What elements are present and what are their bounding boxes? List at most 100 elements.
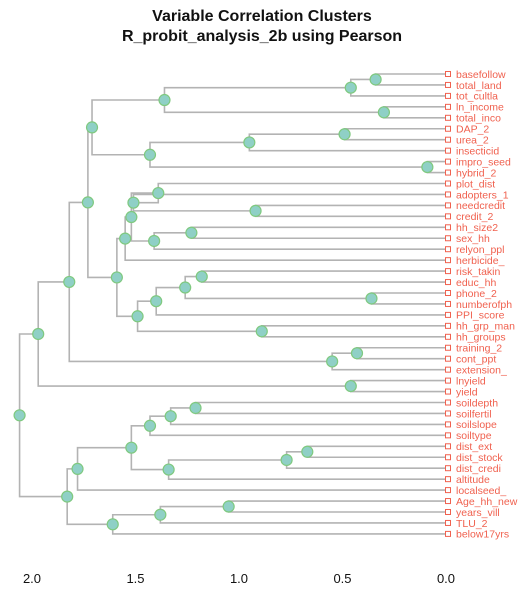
leaf-marker [445, 147, 451, 154]
leaf-marker [445, 388, 451, 395]
leaf-marker [445, 268, 451, 275]
node-m14 [148, 234, 161, 248]
node-m04 [158, 93, 171, 107]
x-tick-label: 1.0 [230, 571, 248, 586]
leaf-marker [445, 454, 451, 461]
leaf-label: localseed_ [456, 485, 506, 497]
leaf-label: hh_grp_man [456, 321, 515, 333]
leaf-label: dist_stock [456, 452, 503, 464]
leaf-label: soildepth [456, 397, 498, 409]
leaf-label: hybrid_2 [456, 167, 496, 179]
branch-m12 [133, 182, 446, 204]
leaf-label: credit_2 [456, 211, 494, 223]
leaf-marker [445, 333, 451, 340]
leaf-marker [445, 180, 451, 187]
leaf-label: Age_hh_new [456, 496, 518, 508]
leaf-label: tot_cultla [456, 91, 498, 103]
node-m35 [162, 463, 175, 476]
leaf-label: risk_takin [456, 266, 501, 278]
leaf-marker [445, 81, 451, 88]
leaf-marker [445, 257, 451, 264]
leaf-marker [445, 202, 451, 209]
node-m24 [81, 196, 94, 209]
node-m36 [125, 441, 138, 454]
branch-lines [18, 73, 446, 535]
node-m31 [164, 410, 177, 423]
branch-m19 [184, 275, 372, 300]
leaf-marker [445, 487, 451, 494]
leaf-label: lnyield [456, 375, 486, 387]
leaf-marker [445, 158, 451, 165]
leaf-marker [445, 103, 451, 110]
branch-m42 [18, 333, 68, 498]
leaf-marker [445, 432, 451, 439]
leaf-marker [445, 377, 451, 384]
leaf-labels: basefollowtotal_landtot_cultlaln_incomet… [445, 69, 518, 541]
branch-m21 [260, 325, 446, 338]
leaf-label: total_inco [456, 113, 501, 125]
branch-m10 [254, 204, 446, 218]
node-m09 [85, 121, 99, 134]
leaf-label: urea_2 [456, 135, 489, 147]
branch-m13 [190, 226, 446, 240]
node-m11 [127, 196, 140, 209]
node-m32 [143, 419, 157, 432]
branch-m28 [349, 379, 446, 393]
leaf-marker [445, 290, 451, 296]
branch-m18 [370, 292, 446, 305]
leaf-marker [445, 125, 451, 132]
leaf-marker [445, 530, 451, 537]
leaf-label: yield [456, 386, 478, 398]
node-m06 [243, 136, 256, 149]
node-m15 [125, 210, 138, 224]
leaf-label: soiltype [456, 430, 492, 442]
node-m28 [344, 379, 357, 393]
node-m39 [154, 508, 167, 521]
leaf-marker [445, 71, 451, 77]
node-m02 [344, 81, 357, 94]
leaf-label: PPI_score [456, 310, 505, 322]
leaf-label: sex_hh [456, 233, 490, 245]
branch-m41 [66, 468, 113, 526]
branch-m31 [169, 407, 446, 426]
leaf-marker [445, 169, 451, 176]
leaf-marker [445, 443, 451, 450]
leaf-marker [445, 322, 451, 329]
leaf-label: years_vill [456, 507, 500, 519]
leaf-label: hh_groups [456, 332, 506, 344]
branch-m02 [349, 78, 446, 97]
leaf-label: training_2 [456, 343, 502, 355]
x-tick-label: 2.0 [23, 571, 41, 586]
leaf-marker [445, 519, 451, 526]
leaf-marker [445, 235, 451, 242]
leaf-marker [445, 410, 451, 417]
node-m18 [365, 292, 378, 305]
leaf-marker [445, 344, 451, 351]
leaf-label: cont_ppt [456, 354, 496, 366]
node-m13 [185, 226, 198, 239]
leaf-marker [445, 498, 451, 505]
leaf-label: soilfertil [456, 408, 492, 420]
node-m19 [179, 281, 192, 294]
branch-m30 [194, 401, 446, 415]
leaf-marker [445, 114, 451, 121]
branch-m26 [331, 352, 446, 371]
leaf-marker [445, 92, 451, 99]
node-m27 [63, 275, 76, 289]
node-m29 [32, 327, 45, 341]
leaf-label: relyon_ppl [456, 244, 504, 256]
leaf-label: ln_income [456, 102, 504, 114]
node-m20 [150, 295, 163, 308]
leaf-marker [445, 465, 451, 472]
leaf-label: total_land [456, 80, 502, 92]
node-m08 [143, 148, 157, 161]
node-m26 [326, 355, 339, 368]
leaf-label: adopters_1 [456, 189, 509, 201]
node-m41 [61, 490, 74, 503]
chart-title: Variable Correlation Clusters [152, 8, 372, 25]
node-m07 [421, 160, 434, 174]
chart-subtitle: R_probit_analysis_2b using Pearson [121, 28, 403, 45]
node-m12 [152, 186, 165, 200]
leaf-marker [445, 136, 451, 143]
leaf-label: dist_ext [456, 441, 492, 453]
